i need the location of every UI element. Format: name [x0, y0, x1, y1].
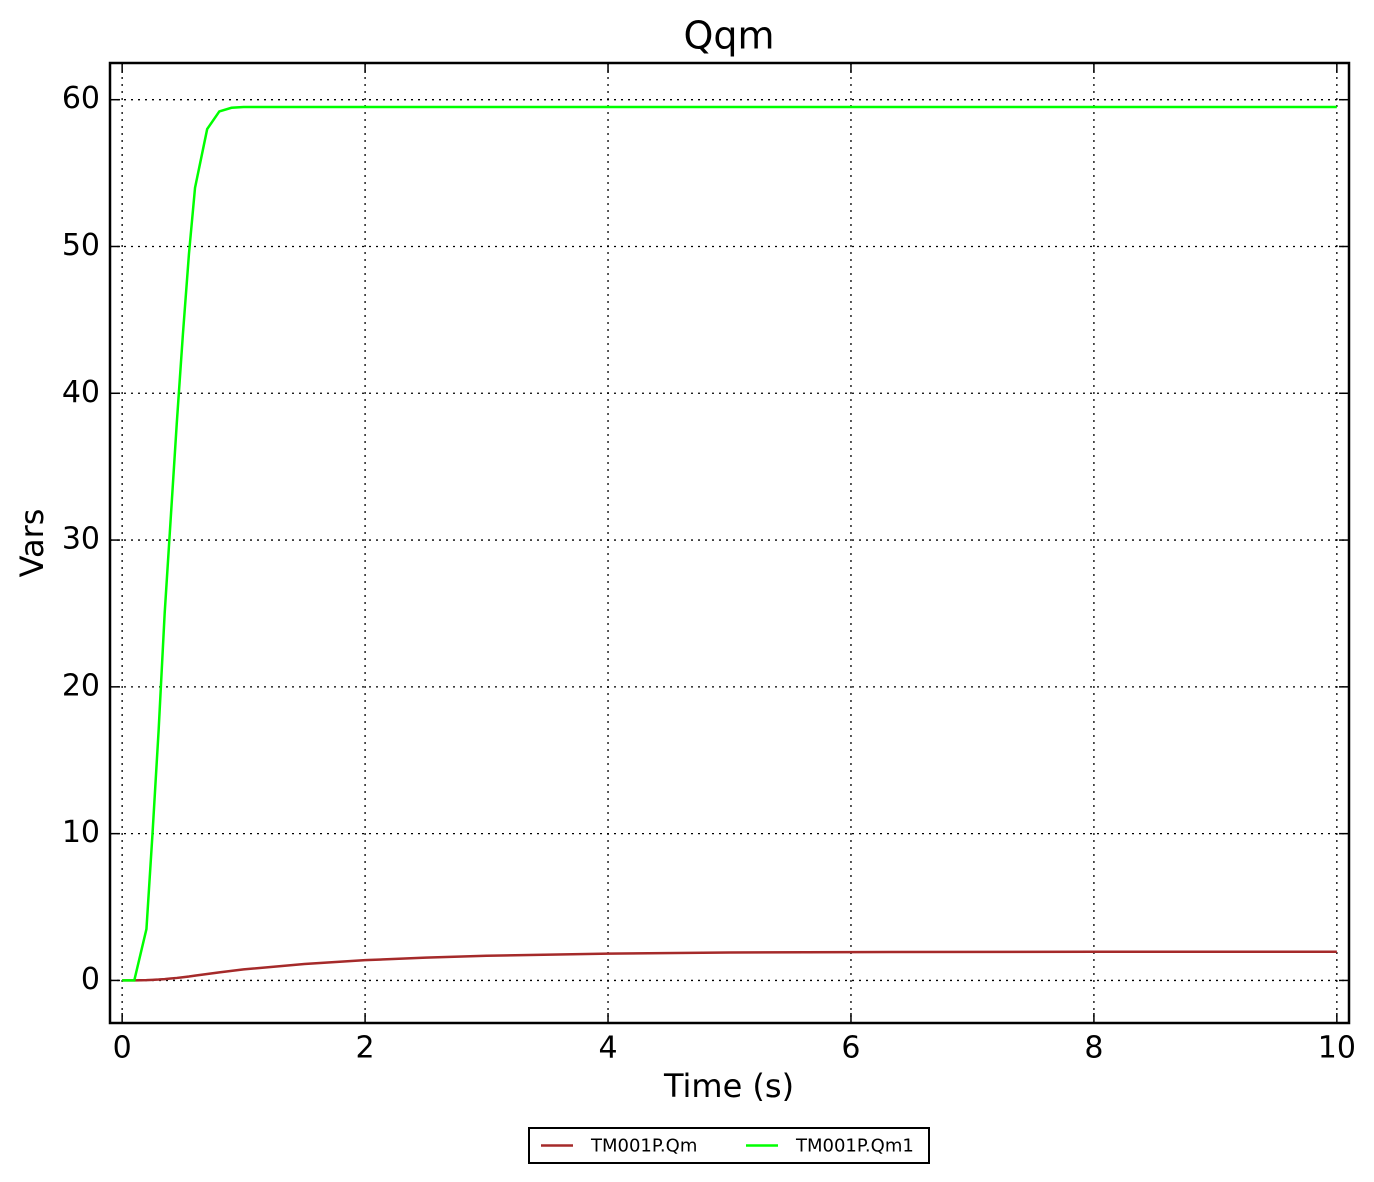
x-tick-label: 2 [356, 1031, 375, 1066]
y-tick-label: 50 [62, 228, 100, 263]
y-tick-label: 20 [62, 668, 100, 703]
y-tick-label: 60 [62, 81, 100, 116]
series-line [122, 950, 1337, 982]
y-tick-label: 30 [62, 522, 100, 557]
y-tick-label: 10 [62, 815, 100, 850]
series-line [122, 105, 1337, 982]
plot-frame [108, 61, 1351, 1025]
y-axis-label: Vars [13, 509, 51, 578]
legend-box [528, 1127, 930, 1164]
y-tick-label: 0 [81, 962, 100, 997]
chart-title: Qqm [683, 14, 774, 58]
x-axis-label: Time (s) [663, 1067, 794, 1105]
x-tick-label: 6 [841, 1031, 860, 1066]
x-tick-label: 4 [598, 1031, 617, 1066]
legend-label: TM001P.Qm1 [795, 1136, 914, 1157]
y-tick-label: 40 [62, 375, 100, 410]
x-tick-label: 10 [1318, 1031, 1356, 1066]
legend-label: TM001P.Qm [590, 1136, 697, 1157]
x-tick-label: 8 [1084, 1031, 1103, 1066]
x-tick-label: 0 [113, 1031, 132, 1066]
